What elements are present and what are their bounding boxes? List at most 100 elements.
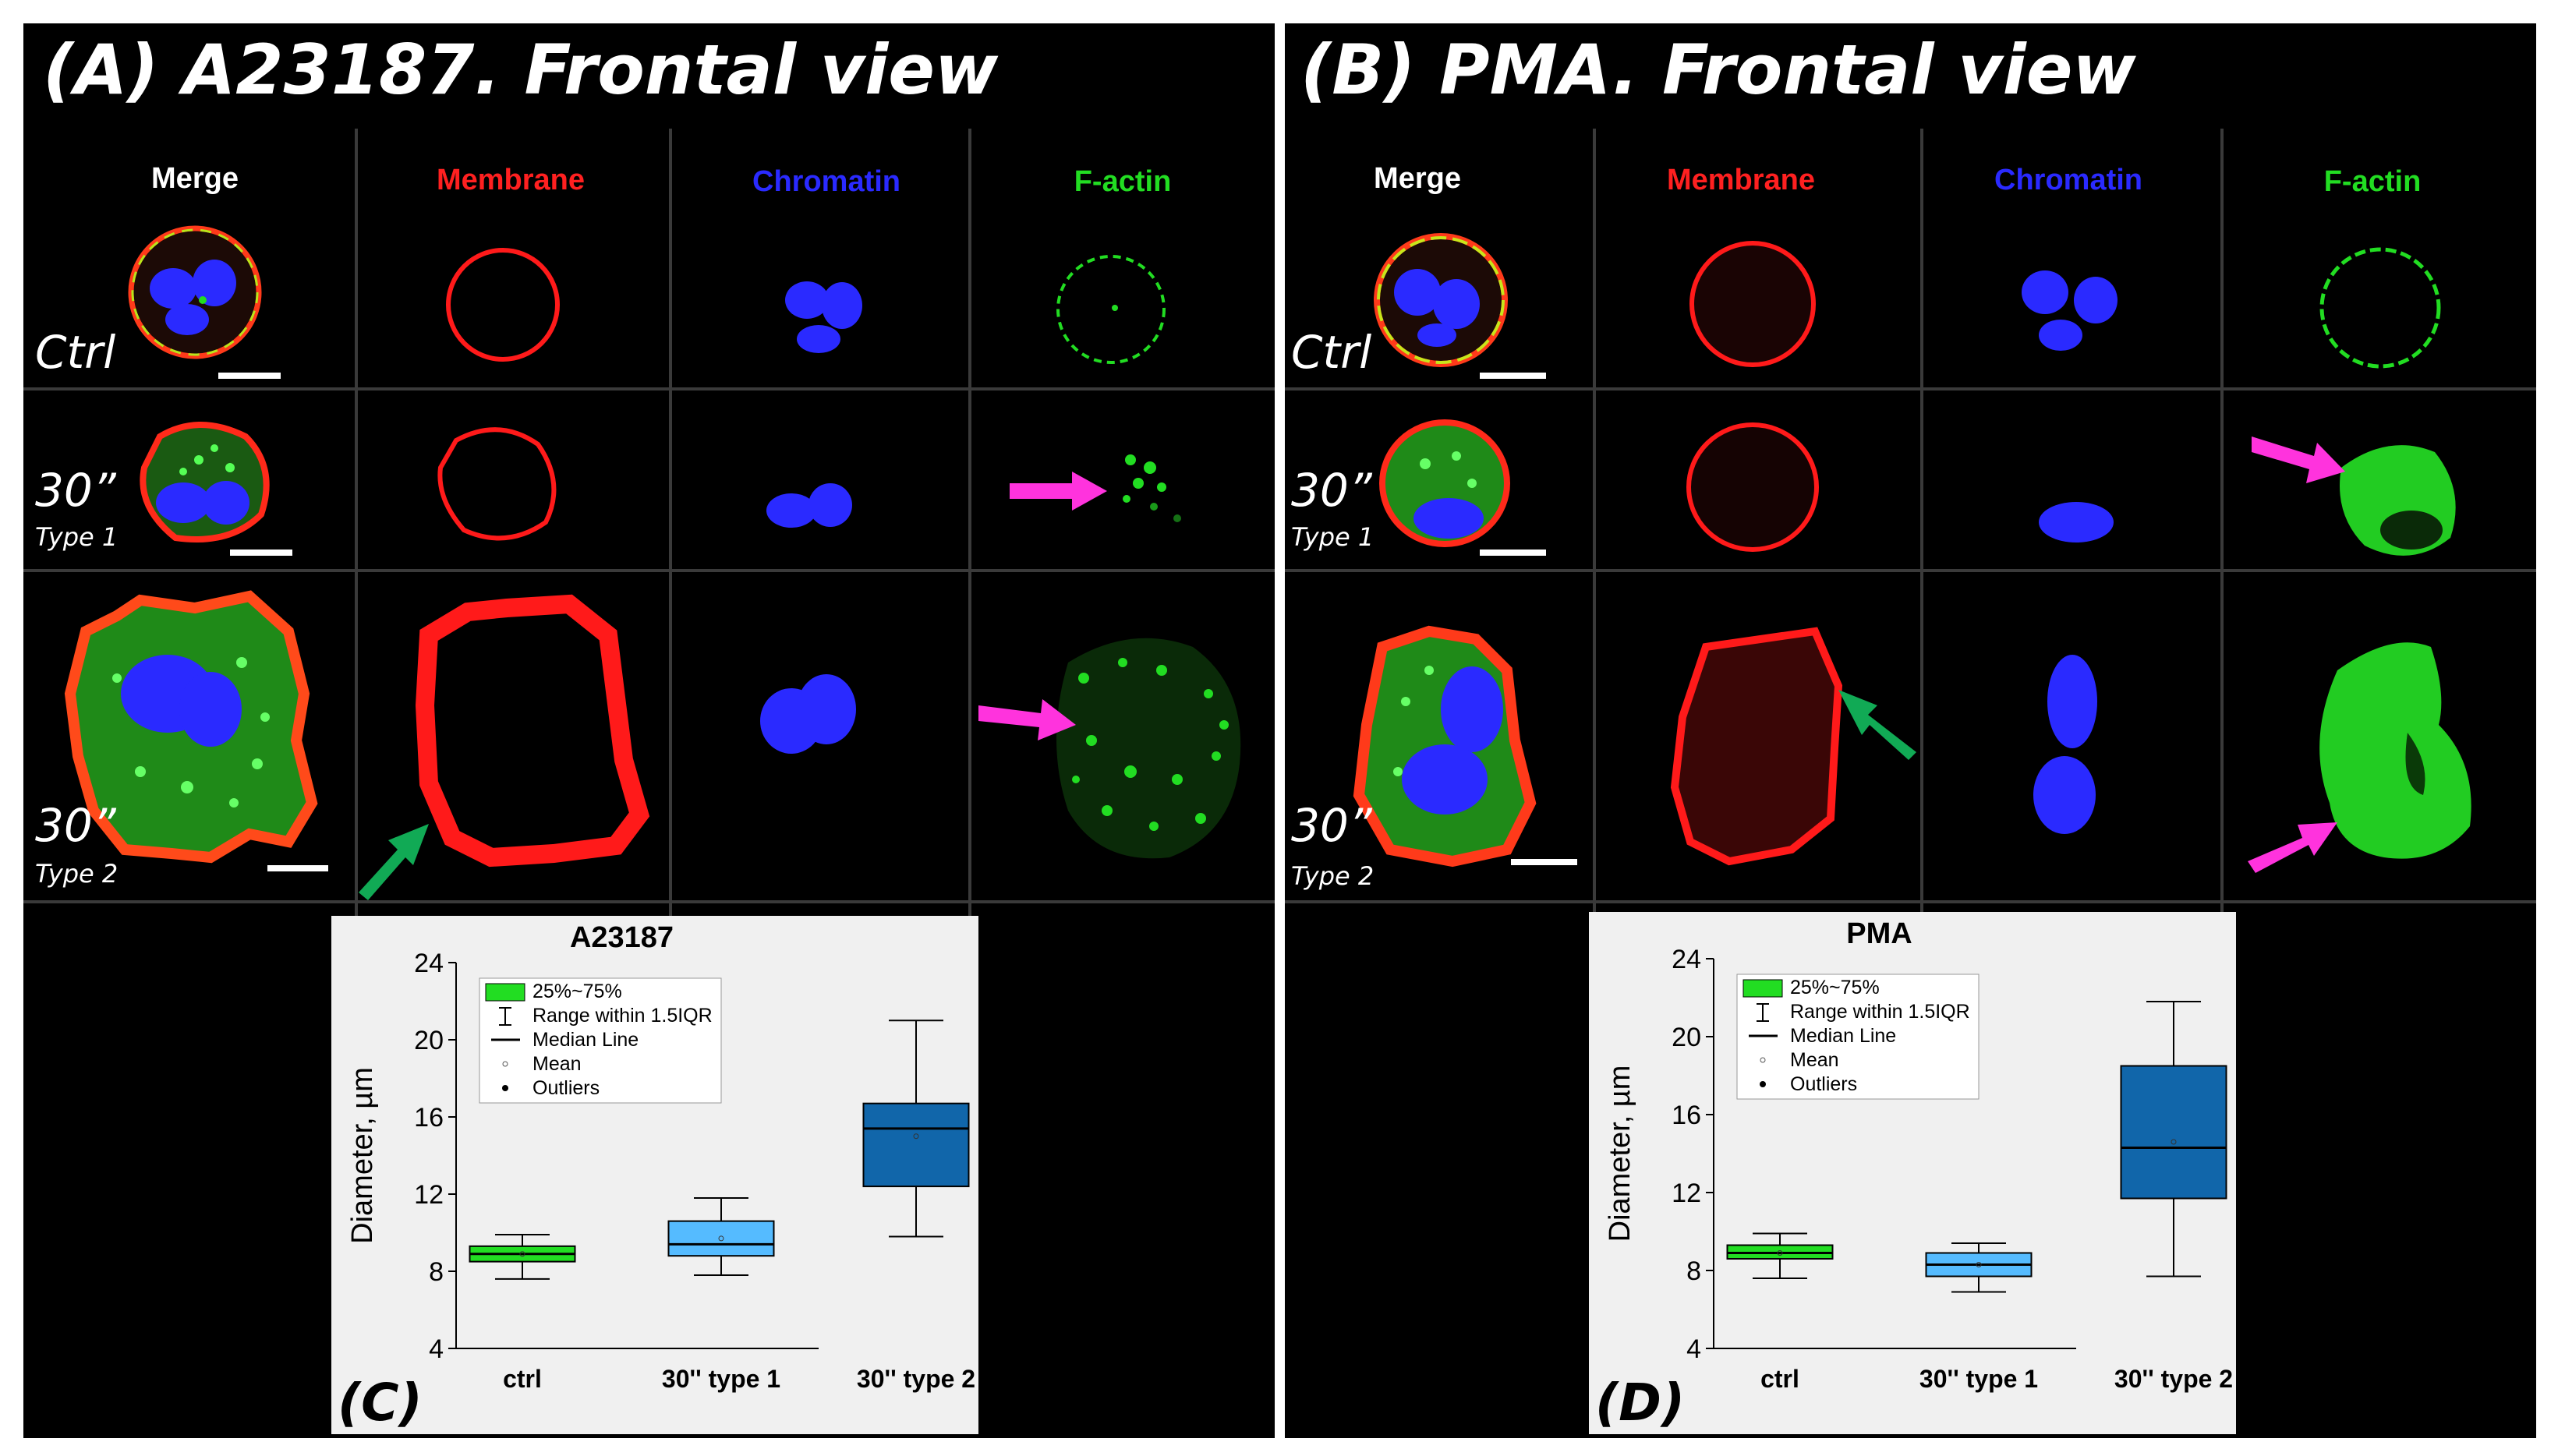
row-label-30s: 30” (1291, 799, 1372, 852)
chart-d: PMA 4 8 12 16 20 24 Diameter, µm ctrl 30'' type 1… (1589, 912, 2236, 1434)
legend-swatch (485, 983, 525, 1002)
col-header-membrane: Membrane (1666, 164, 1816, 196)
micrograph-b-type1-membrane (1686, 422, 1819, 552)
col-header-factin: F-actin (1074, 165, 1172, 198)
micrograph-a-ctrl-membrane (446, 248, 560, 362)
arrow-magenta (978, 699, 1076, 740)
grid-vline (1593, 129, 1596, 931)
col-header-factin: F-actin (2323, 165, 2422, 198)
grid-hline (23, 569, 1275, 572)
grid-vline (2220, 129, 2224, 931)
legend-whisker-icon (1757, 1003, 1769, 1022)
legend-entry: Mean (1790, 1049, 1839, 1071)
box (667, 1220, 775, 1257)
col-header-chromatin: Chromatin (1994, 164, 2142, 196)
micrograph-b-type2-merge (1353, 625, 1537, 868)
arrow-green (1838, 690, 1916, 760)
legend-entry: Range within 1.5IQR (532, 1005, 713, 1027)
panel-label: (C) (338, 1373, 423, 1433)
micrograph-a-ctrl-chromatin (785, 281, 862, 353)
y-tick-label: 16 (1672, 1101, 1701, 1130)
row-label-ctrl: Ctrl (1291, 326, 1372, 379)
micrograph-b-type1-chromatin (2039, 502, 2114, 542)
y-tick-label: 4 (1686, 1334, 1701, 1364)
grid-hline (1285, 900, 2536, 903)
legend-whisker-icon (499, 1007, 511, 1026)
row-label-30s: 30” (35, 464, 116, 517)
y-tick-label: 4 (429, 1334, 444, 1364)
col-header-merge: Merge (151, 162, 239, 195)
legend-entry: Mean (532, 1053, 582, 1075)
micrograph-a-type2-merge (64, 590, 318, 864)
row-sublabel-type2: Type 2 (35, 859, 119, 889)
grid-hline (23, 387, 1275, 391)
panel-b-title: (B) PMA. Frontal view (1300, 30, 2136, 110)
x-tick-label: 30'' type 2 (2114, 1365, 2233, 1393)
scale-bar (230, 550, 292, 556)
panel-a: (A) A23187. Frontal view Merge Membrane … (23, 23, 1275, 1438)
micrograph-a-type1-membrane (437, 427, 557, 541)
scale-bar (1511, 859, 1577, 865)
arrow-magenta (2248, 822, 2337, 873)
legend-entry: Median Line (532, 1029, 639, 1051)
y-axis-label: Diameter, µm (346, 1067, 379, 1244)
row-sublabel-type1: Type 1 (1291, 522, 1375, 552)
chart-title: PMA (1846, 917, 1912, 950)
legend-outlier-icon (502, 1085, 508, 1091)
grid-hline (1285, 387, 2536, 391)
legend-swatch (1742, 979, 1783, 998)
scale-bar (218, 373, 281, 379)
legend-entry: Outliers (532, 1077, 600, 1099)
col-header-chromatin: Chromatin (752, 165, 900, 198)
y-tick-label: 8 (1686, 1256, 1701, 1286)
scale-bar (1480, 373, 1546, 379)
y-tick-label: 24 (1672, 945, 1701, 974)
x-tick-label: ctrl (503, 1365, 542, 1393)
grid-vline (968, 129, 971, 931)
mean-marker (1777, 1250, 1783, 1256)
legend-mean-icon (502, 1061, 508, 1067)
box (862, 1102, 970, 1188)
scale-bar (1480, 550, 1546, 556)
y-tick-label: 12 (1672, 1179, 1701, 1208)
col-header-merge: Merge (1374, 162, 1461, 195)
row-label-ctrl: Ctrl (35, 326, 116, 379)
micrograph-a-type1-merge (140, 422, 270, 542)
micrograph-a-type2-chromatin (760, 674, 856, 754)
legend-entry: 25%~75% (532, 981, 622, 1002)
micrograph-b-ctrl-factin (2319, 247, 2441, 369)
x-tick-label: 30'' type 1 (1919, 1365, 2038, 1393)
panel-label: (D) (1595, 1373, 1685, 1433)
micrograph-b-type2-membrane (1670, 627, 1843, 866)
micrograph-a-ctrl-merge (128, 225, 262, 359)
chart-c-svg: A23187 4 8 12 16 20 24 Diameter, µm ctrl 30'' typ… (338, 921, 975, 1433)
mean-marker (519, 1251, 525, 1257)
y-tick-label: 20 (1672, 1023, 1701, 1052)
y-tick-label: 12 (414, 1180, 444, 1210)
micrograph-b-type1-factin (2340, 445, 2456, 556)
legend-entry: Median Line (1790, 1025, 1896, 1047)
y-tick-label: 24 (414, 949, 444, 978)
mean-marker (1976, 1262, 1982, 1267)
mean-marker (913, 1133, 919, 1140)
scale-bar (267, 865, 328, 871)
chart-c: A23187 4 8 12 16 20 24 Diameter, µm ctrl 30'' typ… (331, 916, 978, 1434)
micrograph-b-type1-merge (1379, 419, 1510, 547)
legend-outlier-icon (1760, 1081, 1766, 1087)
micrograph-a-type1-factin (1123, 454, 1181, 522)
mean-marker (718, 1235, 724, 1242)
chart-d-svg: PMA 4 8 12 16 20 24 Diameter, µm ctrl 30'' type 1… (1595, 917, 2233, 1433)
micrograph-a-type1-chromatin (766, 483, 852, 528)
y-axis-label: Diameter, µm (1604, 1065, 1636, 1242)
panel-b: (B) PMA. Frontal view Merge Membrane Chr… (1285, 23, 2536, 1438)
y-tick-label: 20 (414, 1026, 444, 1055)
micrograph-a-type2-factin (1056, 638, 1241, 859)
box (2120, 1065, 2227, 1200)
legend-entry: Range within 1.5IQR (1790, 1001, 1970, 1023)
arrow-magenta (1010, 472, 1107, 511)
grid-vline (1920, 129, 1923, 931)
legend-entry: Outliers (1790, 1073, 1857, 1095)
legend-mean-icon (1760, 1057, 1766, 1063)
panel-a-title: (A) A23187. Frontal view (43, 30, 999, 110)
y-tick-label: 8 (429, 1257, 444, 1287)
